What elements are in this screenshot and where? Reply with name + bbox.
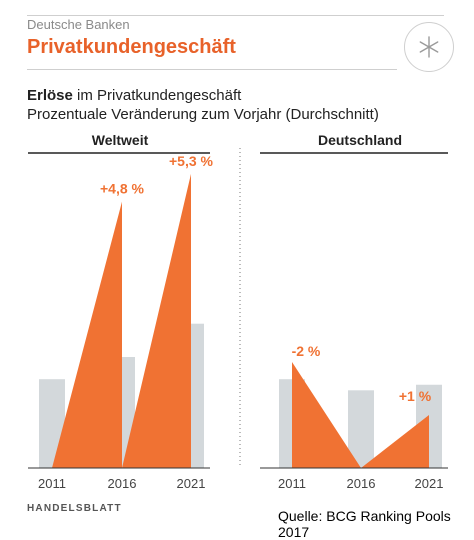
tick-label-weltweit-2011: 2011 bbox=[38, 476, 66, 491]
change-area-deutschland bbox=[292, 362, 429, 468]
subtitle-bold: Erlöse bbox=[27, 87, 73, 104]
data-label-weltweit-2016: +4,8 % bbox=[100, 181, 145, 197]
tick-label-deutschland-2011: 2011 bbox=[278, 476, 306, 491]
data-label-weltweit-2021: +5,3 % bbox=[169, 153, 214, 169]
tick-label-weltweit-2021: 2021 bbox=[177, 476, 206, 491]
headline-rule bbox=[27, 69, 397, 70]
chart-subtitle-line2: Prozentuale Veränderung zum Vorjahr (Dur… bbox=[27, 106, 379, 123]
headline: Privatkundengeschäft bbox=[27, 36, 236, 58]
tick-label-deutschland-2016: 2016 bbox=[347, 476, 376, 491]
top-rule bbox=[27, 15, 444, 16]
data-label-deutschland-2011: -2 % bbox=[292, 343, 321, 359]
subtitle-rest: im Privatkundengeschäft bbox=[72, 87, 242, 104]
footer-brand: HANDELSBLATT bbox=[27, 503, 122, 514]
panel-title-weltweit: Weltweit bbox=[92, 132, 149, 148]
tick-label-deutschland-2021: 2021 bbox=[415, 476, 444, 491]
source-note: Quelle: BCG Ranking Pools 2017 bbox=[278, 508, 451, 540]
asterisk-icon bbox=[404, 22, 454, 72]
change-area-weltweit bbox=[52, 173, 191, 468]
tick-label-weltweit-2016: 2016 bbox=[108, 476, 137, 491]
chart-subtitle-line1: Erlöse im Privatkundengeschäft bbox=[27, 87, 241, 104]
kicker: Deutsche Banken bbox=[27, 17, 130, 32]
panel-title-deutschland: Deutschland bbox=[318, 132, 402, 148]
data-label-deutschland-2021: +1 % bbox=[399, 388, 432, 404]
